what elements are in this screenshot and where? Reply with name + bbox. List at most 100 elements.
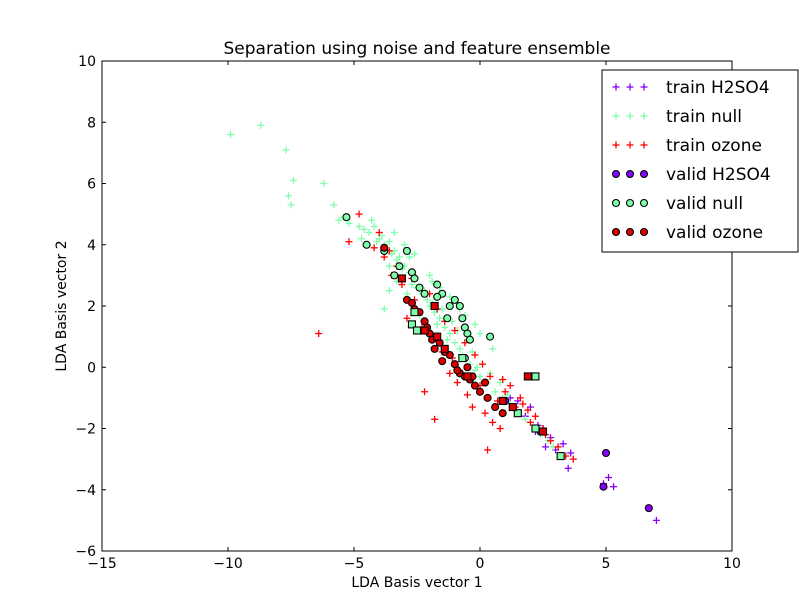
data-point bbox=[395, 253, 403, 261]
legend-entry: train null bbox=[612, 107, 742, 127]
data-point bbox=[421, 388, 429, 396]
data-point bbox=[405, 253, 413, 261]
x-tick-label: 10 bbox=[723, 556, 741, 572]
x-tick-label: 0 bbox=[476, 556, 485, 572]
data-point bbox=[455, 301, 464, 311]
legend-marker bbox=[625, 198, 635, 208]
data-point bbox=[489, 345, 497, 353]
legend-marker bbox=[639, 227, 649, 237]
data-point bbox=[380, 305, 388, 313]
data-point bbox=[468, 403, 476, 411]
ticks-layer: −15 −10 −5 0 5 10 −6 −4 −2 0 2 4 6 8 10 bbox=[75, 54, 741, 572]
legend-marker bbox=[612, 112, 620, 120]
data-point bbox=[335, 216, 343, 224]
data-point bbox=[385, 238, 393, 246]
data-point bbox=[290, 176, 298, 184]
legend-label: train H2SO4 bbox=[666, 78, 770, 98]
data-point bbox=[402, 246, 411, 255]
y-tick-label: 0 bbox=[87, 360, 96, 376]
legend-marker bbox=[639, 198, 649, 208]
data-point bbox=[390, 271, 399, 280]
data-point bbox=[486, 372, 494, 380]
x-axis-title: LDA Basis vector 1 bbox=[351, 575, 482, 591]
data-point bbox=[523, 372, 532, 381]
data-point bbox=[433, 332, 442, 341]
data-point bbox=[431, 415, 439, 423]
data-point bbox=[440, 344, 449, 353]
y-tick-label: −4 bbox=[75, 483, 96, 499]
legend-label: train null bbox=[666, 107, 742, 127]
chart-title: Separation using noise and feature ensem… bbox=[223, 39, 610, 59]
data-point bbox=[484, 446, 492, 454]
data-point bbox=[446, 369, 454, 377]
data-point bbox=[360, 225, 368, 233]
data-point bbox=[491, 403, 500, 412]
data-point bbox=[448, 317, 456, 325]
data-point bbox=[368, 216, 376, 224]
data-point bbox=[445, 301, 454, 311]
data-point bbox=[390, 229, 398, 236]
data-point bbox=[423, 296, 431, 304]
data-point bbox=[441, 323, 449, 331]
data-point bbox=[564, 464, 572, 472]
data-point bbox=[531, 424, 540, 433]
data-point bbox=[475, 387, 485, 396]
data-point bbox=[397, 274, 406, 283]
data-point bbox=[559, 440, 567, 448]
data-point bbox=[538, 427, 548, 436]
legend-label: valid ozone bbox=[666, 223, 763, 243]
data-point bbox=[428, 278, 436, 285]
legend-marker bbox=[626, 112, 634, 120]
data-point bbox=[433, 280, 442, 289]
data-point bbox=[355, 210, 363, 218]
data-point bbox=[521, 415, 529, 423]
data-point bbox=[345, 238, 353, 246]
series-6 bbox=[407, 308, 565, 461]
data-point bbox=[407, 320, 417, 329]
data-point bbox=[458, 314, 467, 323]
legend-marker bbox=[640, 83, 648, 91]
data-point bbox=[491, 388, 499, 396]
data-point bbox=[410, 250, 418, 258]
data-point bbox=[284, 192, 292, 200]
data-point bbox=[408, 281, 416, 289]
series-7 bbox=[397, 274, 548, 436]
data-point bbox=[287, 201, 295, 209]
data-point bbox=[380, 243, 389, 252]
y-tick-label: −6 bbox=[75, 544, 96, 560]
data-point bbox=[370, 222, 378, 230]
data-point bbox=[410, 308, 419, 317]
data-point bbox=[610, 483, 618, 491]
data-point bbox=[458, 354, 467, 363]
data-point bbox=[430, 301, 439, 311]
data-point bbox=[516, 394, 524, 402]
data-point bbox=[446, 293, 454, 301]
data-point bbox=[489, 418, 497, 426]
y-tick-label: 6 bbox=[87, 177, 96, 193]
legend-entry: valid ozone bbox=[611, 223, 763, 243]
y-tick-label: 10 bbox=[78, 54, 96, 70]
data-point bbox=[524, 406, 532, 414]
data-point bbox=[438, 357, 447, 366]
data-point bbox=[498, 396, 507, 405]
legend-marker bbox=[611, 198, 621, 208]
data-point bbox=[554, 443, 562, 451]
data-point bbox=[450, 295, 459, 304]
data-point bbox=[451, 339, 459, 347]
data-point bbox=[443, 314, 452, 323]
y-tick-label: −2 bbox=[75, 422, 96, 438]
data-point bbox=[403, 314, 411, 322]
legend-marker bbox=[639, 169, 649, 179]
y-axis-title: LDA Basis vector 2 bbox=[54, 240, 70, 371]
legend-label: valid null bbox=[666, 194, 743, 214]
y-tick-label: 2 bbox=[87, 299, 96, 315]
data-point bbox=[506, 382, 514, 390]
data-point bbox=[362, 240, 371, 249]
legend-marker bbox=[612, 83, 620, 91]
data-point bbox=[461, 339, 469, 347]
data-point bbox=[471, 351, 479, 359]
data-point bbox=[433, 292, 442, 301]
data-point bbox=[410, 274, 419, 283]
